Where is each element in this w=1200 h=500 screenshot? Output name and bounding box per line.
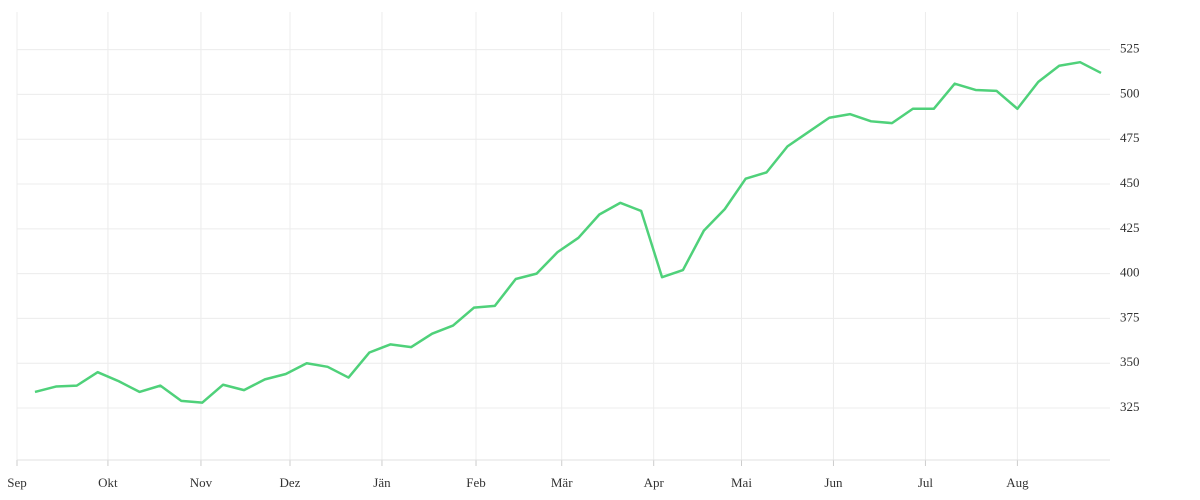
- x-tick-label: Dez: [280, 475, 301, 490]
- y-tick-label: 375: [1120, 309, 1140, 324]
- y-tick-label: 350: [1120, 354, 1140, 369]
- x-tick-label: Jun: [824, 475, 843, 490]
- x-tick-label: Mai: [731, 475, 752, 490]
- x-tick-label: Jän: [373, 475, 391, 490]
- x-tick-label: Okt: [98, 475, 118, 490]
- x-tick-label: Nov: [190, 475, 213, 490]
- x-tick-label: Apr: [644, 475, 665, 490]
- y-tick-label: 525: [1120, 41, 1140, 56]
- y-tick-label: 425: [1120, 220, 1140, 235]
- y-tick-label: 400: [1120, 265, 1140, 280]
- x-tick-label: Jul: [918, 475, 934, 490]
- y-tick-label: 325: [1120, 399, 1140, 414]
- y-tick-label: 500: [1120, 85, 1140, 100]
- y-tick-label: 475: [1120, 130, 1140, 145]
- line: [34, 60, 1102, 404]
- x-tick-label: Mär: [551, 475, 573, 490]
- x-tick-label: Sep: [7, 475, 27, 490]
- y-tick-label: 450: [1120, 175, 1140, 190]
- x-tick-label: Feb: [466, 475, 486, 490]
- x-tick-label: Aug: [1006, 475, 1029, 490]
